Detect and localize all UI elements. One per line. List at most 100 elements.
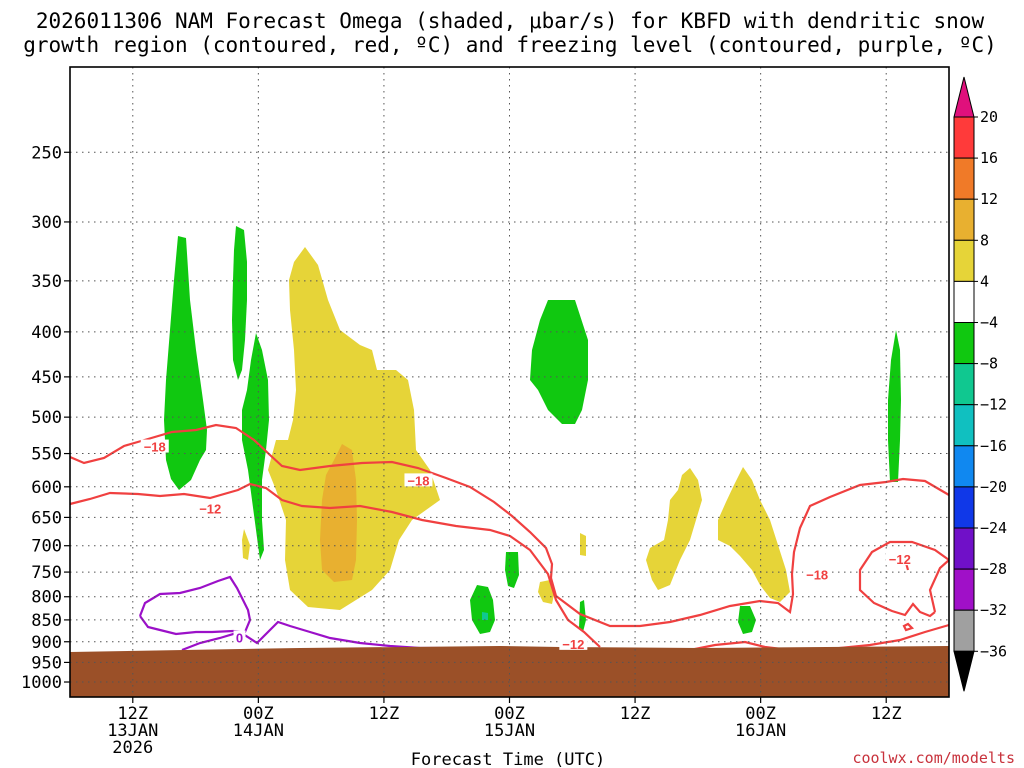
contour-label-bg-6 [233, 630, 246, 644]
y-tick-label-350: 350 [31, 272, 62, 292]
omega-region-cyan-spot [482, 612, 488, 620]
x-tick-label-0-1: 13JAN [107, 721, 158, 741]
colorbar-swatch-5 [953, 322, 975, 365]
omega-shading [164, 226, 901, 634]
colorbar-label-10: −24 [980, 519, 1007, 537]
colorbar-swatch-1 [953, 157, 975, 200]
colorbar-swatch-0 [953, 116, 975, 159]
x-tick-label-4-0: 12Z [620, 704, 651, 724]
y-tick-label-1000: 1000 [21, 673, 62, 693]
x-tick-label-0-2: 2026 [112, 738, 153, 758]
colorbar-label-7: −12 [980, 396, 1007, 414]
colorbar-swatch-8 [953, 445, 975, 488]
y-tick-label-900: 900 [31, 633, 62, 653]
colorbar-label-1: 16 [980, 149, 998, 167]
contour-label-4: −18 [806, 568, 828, 583]
omega-region-green-8 [738, 606, 756, 634]
contour-label-5: −12 [889, 552, 911, 567]
colorbar: 20 16 12 8 4 −4 −8 −12 −16 −20 −24 −28 −32 −36 [953, 76, 1007, 692]
contour-label-6: 0 [236, 630, 243, 645]
y-tick-label-700: 700 [31, 537, 62, 557]
x-tick-label-5-1: 16JAN [735, 721, 786, 741]
colorbar-label-0: 20 [980, 108, 998, 126]
colorbar-swatch-4 [953, 280, 975, 323]
plot-area: −18 −18 −12 −12 −18 −12 0 [69, 66, 950, 698]
y-tick-label-600: 600 [31, 478, 62, 498]
colorbar-swatch-12 [953, 609, 975, 652]
omega-region-green-5 [470, 585, 495, 634]
y-tick-label-950: 950 [31, 653, 62, 673]
x-axis-label: Forecast Time (UTC) [411, 750, 605, 768]
y-tick-label-400: 400 [31, 323, 62, 343]
contour-label-2: −12 [199, 501, 221, 516]
x-tick-label-1-0: 00Z [243, 704, 274, 724]
contour-label-bg-3 [559, 636, 588, 650]
omega-region-green-9 [888, 330, 901, 482]
contour-labels: −18 −18 −12 −12 −18 −12 0 [140, 439, 914, 652]
freezing-level-contour [138, 575, 440, 652]
colorbar-label-12: −32 [980, 601, 1007, 619]
y-tick-label-250: 250 [31, 143, 62, 163]
colorbar-label-6: −8 [980, 355, 998, 373]
colorbar-label-8: −16 [980, 437, 1007, 455]
colorbar-swatch-2 [953, 198, 975, 241]
contour-east-small-loop [902, 622, 915, 632]
x-tick-label-3-0: 00Z [494, 704, 525, 724]
omega-region-yellow-2 [242, 529, 250, 560]
contour-label-bg-5 [885, 552, 914, 566]
y-tick-label-750: 750 [31, 563, 62, 583]
contour-minus18-west [69, 423, 950, 628]
grid-lines [70, 67, 949, 697]
omega-region-yellow-6 [718, 467, 790, 602]
colorbar-swatch-6 [953, 363, 975, 406]
y-tick-label-800: 800 [31, 588, 62, 608]
freezing-level-loop [138, 575, 252, 636]
omega-region-gold [320, 444, 357, 582]
contour-minus12-east-loop [858, 540, 950, 618]
x-tick-label-1-1: 14JAN [233, 721, 284, 741]
colorbar-label-5: −4 [980, 314, 998, 332]
omega-region-yellow-5 [646, 468, 702, 590]
colorbar-swatch-10 [953, 527, 975, 570]
colorbar-top-arrow [953, 76, 975, 118]
colorbar-label-13: −36 [980, 642, 1007, 660]
y-tick-label-650: 650 [31, 508, 62, 528]
omega-region-green-4 [530, 300, 588, 424]
colorbar-label-9: −20 [980, 478, 1007, 496]
contour-label-bg-0 [140, 439, 169, 453]
colorbar-swatch-3 [953, 239, 975, 282]
y-tick-label-300: 300 [31, 213, 62, 233]
omega-region-green-6 [505, 552, 519, 588]
contour-label-0: −18 [144, 440, 166, 455]
colorbar-swatch-7 [953, 404, 975, 447]
contour-minus12-west [69, 482, 601, 648]
x-tick-label-3-1: 15JAN [484, 721, 535, 741]
y-tick-label-450: 450 [31, 368, 62, 388]
x-tick-label-0-0: 12Z [117, 704, 148, 724]
colorbar-label-11: −28 [980, 560, 1007, 578]
contour-label-bg-2 [196, 501, 225, 515]
colorbar-swatch-9 [953, 486, 975, 529]
contour-label-bg-1 [404, 473, 433, 487]
contour-label-bg-4 [803, 567, 832, 581]
plot-background [70, 67, 949, 697]
x-tick-label-6-0: 12Z [871, 704, 902, 724]
x-tick-label-5-0: 00Z [745, 704, 776, 724]
y-axis-ticks: 2503003504004505005506006507007508008509… [21, 143, 70, 693]
y-tick-label-500: 500 [31, 408, 62, 428]
contour-label-1: −18 [407, 473, 429, 488]
omega-region-yellow-1 [268, 247, 440, 610]
omega-region-green-3 [242, 333, 269, 560]
watermark: coolwx.com/modelts [852, 749, 1015, 767]
freezing-level-tail [181, 620, 440, 652]
omega-region-green-1 [164, 236, 207, 490]
contour-label-3: −12 [562, 637, 584, 652]
x-tick-label-2-0: 12Z [369, 704, 400, 724]
chart-title-line-2: growth region (contoured, red, ºC) and f… [23, 33, 997, 57]
chart-title-line-1: 2026011306 NAM Forecast Omega (shaded, μ… [36, 9, 985, 33]
colorbar-label-2: 12 [980, 190, 998, 208]
y-tick-label-550: 550 [31, 445, 62, 465]
colorbar-label-4: 4 [980, 272, 989, 290]
